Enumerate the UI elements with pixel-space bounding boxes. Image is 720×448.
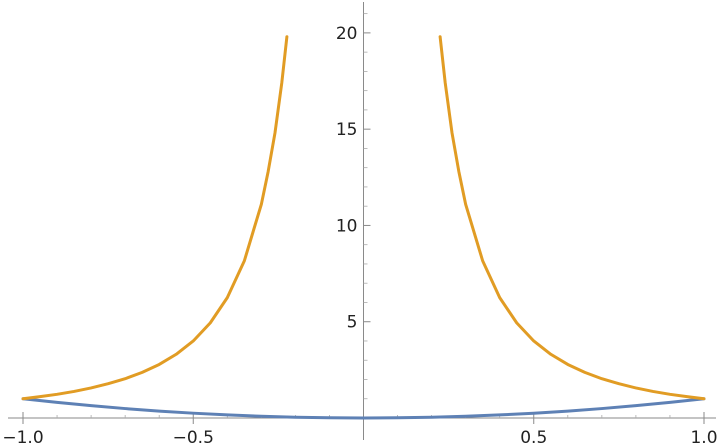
x-tick-label: 0.5: [520, 428, 547, 448]
x-tick-label: −0.5: [173, 428, 214, 448]
y-tick-label: 10: [336, 216, 358, 236]
y-tick-label: 20: [336, 24, 358, 44]
series-1-segment-1-line: [438, 35, 706, 401]
series-layer: [21, 35, 706, 420]
series-1-segment-0-line: [21, 35, 289, 401]
axes: [8, 2, 716, 440]
tick-labels: −1.0 −0.5 0.5 1.0 5 10 15 20: [2, 24, 717, 448]
x-tick-label: −1.0: [2, 428, 43, 448]
y-tick-label: 5: [347, 313, 358, 333]
y-tick-label: 15: [336, 120, 358, 140]
series-0-line: [21, 397, 706, 420]
x-tick-label: 1.0: [690, 428, 717, 448]
